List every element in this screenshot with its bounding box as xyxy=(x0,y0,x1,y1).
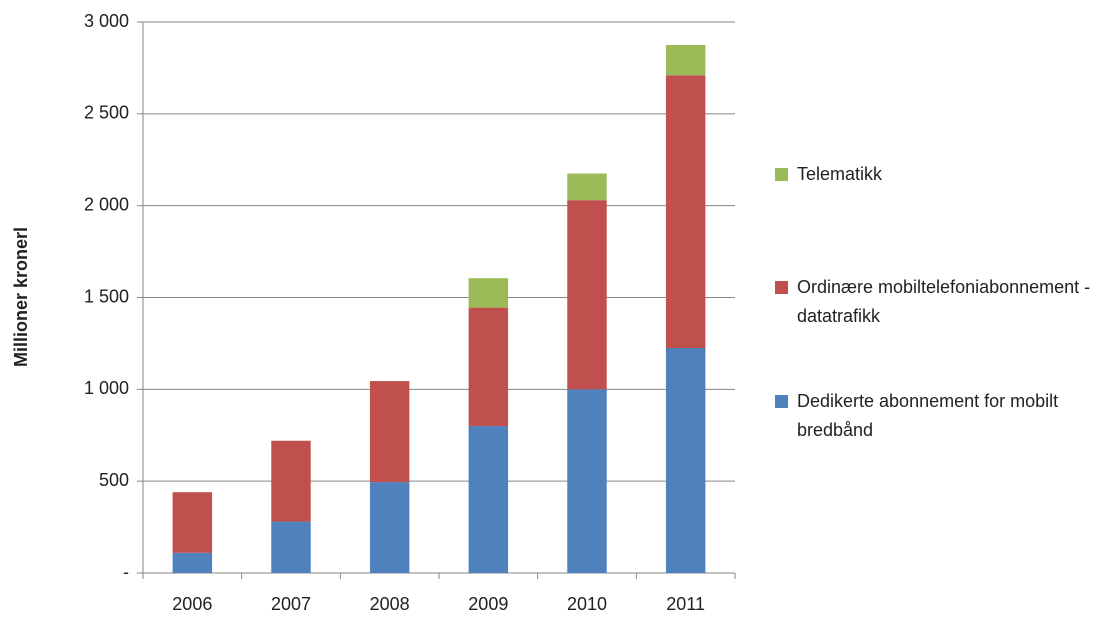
y-tick-label: 1 500 xyxy=(84,286,129,306)
x-tick-label: 2008 xyxy=(370,594,410,614)
legend-label: Ordinære mobiltelefoniabonnement - datat… xyxy=(797,277,1091,326)
legend-item: Ordinære mobiltelefoniabonnement - datat… xyxy=(775,273,1097,331)
bar-segment xyxy=(271,521,311,573)
y-tick-label: 2 000 xyxy=(84,194,129,214)
bar-segment xyxy=(468,307,509,427)
bar-segment xyxy=(468,278,509,308)
y-tick-label: 500 xyxy=(99,470,129,490)
x-tick-label: 2010 xyxy=(567,594,607,614)
bar-segment xyxy=(567,389,607,573)
bar-segment xyxy=(567,173,607,201)
bar-segment xyxy=(665,348,706,573)
legend-swatch xyxy=(775,281,788,294)
bar-segment xyxy=(369,381,410,483)
y-tick-label: - xyxy=(123,562,129,582)
legend-swatch xyxy=(775,395,788,408)
bar-segment xyxy=(172,492,213,553)
bar-segment xyxy=(369,482,410,573)
bar-segment xyxy=(271,440,311,522)
legend-swatch xyxy=(775,168,788,181)
legend-label: Telematikk xyxy=(797,164,883,184)
legend-item: Dedikerte abonnement for mobilt bredbånd xyxy=(775,387,1097,445)
y-tick-label: 1 000 xyxy=(84,378,129,398)
x-tick-label: 2006 xyxy=(172,594,212,614)
x-tick-label: 2009 xyxy=(468,594,508,614)
y-axis-title: Millioner kronerl xyxy=(11,227,31,367)
bar-segment xyxy=(665,75,706,349)
legend-item: Telematikk xyxy=(775,160,1097,189)
bar-segment xyxy=(172,552,213,573)
legend-label: Dedikerte abonnement for mobilt bredbånd xyxy=(797,391,1059,440)
x-tick-label: 2011 xyxy=(666,594,705,614)
x-tick-label: 2007 xyxy=(271,594,311,614)
bar-segment xyxy=(665,44,706,76)
bar-segment xyxy=(468,426,509,573)
y-tick-label: 3 000 xyxy=(84,11,129,31)
y-tick-label: 2 500 xyxy=(84,103,129,123)
bar-segment xyxy=(567,200,607,390)
